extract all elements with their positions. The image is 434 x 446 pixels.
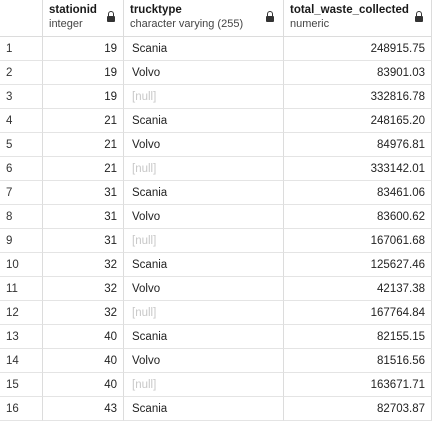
cell-total-waste-collected[interactable]: 83461.06 (284, 181, 432, 205)
cell-total-waste-collected[interactable]: 248165.20 (284, 109, 432, 133)
table-row[interactable]: 14 40 Volvo 81516.56 (0, 349, 434, 373)
cell-stationid[interactable]: 31 (43, 181, 124, 205)
table-row[interactable]: 9 31 [null] 167061.68 (0, 229, 434, 253)
cell-stationid[interactable]: 21 (43, 157, 124, 181)
cell-stationid[interactable]: 32 (43, 277, 124, 301)
column-type: numeric (290, 18, 330, 30)
table-row[interactable]: 4 21 Scania 248165.20 (0, 109, 434, 133)
cell-trucktype[interactable]: Scania (124, 325, 284, 349)
row-number[interactable]: 16 (0, 397, 43, 421)
cell-total-waste-collected[interactable]: 333142.01 (284, 157, 432, 181)
table-row[interactable]: 11 32 Volvo 42137.38 (0, 277, 434, 301)
table-row[interactable]: 5 21 Volvo 84976.81 (0, 133, 434, 157)
column-type: character varying (255) (130, 18, 244, 30)
cell-trucktype[interactable]: Volvo (124, 277, 284, 301)
row-number-header (0, 0, 43, 37)
cell-stationid[interactable]: 40 (43, 373, 124, 397)
cell-total-waste-collected[interactable]: 42137.38 (284, 277, 432, 301)
cell-total-waste-collected[interactable]: 83600.62 (284, 205, 432, 229)
table-row[interactable]: 13 40 Scania 82155.15 (0, 325, 434, 349)
cell-total-waste-collected[interactable]: 167061.68 (284, 229, 432, 253)
table-row[interactable]: 8 31 Volvo 83600.62 (0, 205, 434, 229)
row-number[interactable]: 6 (0, 157, 43, 181)
cell-stationid[interactable]: 21 (43, 109, 124, 133)
cell-total-waste-collected[interactable]: 81516.56 (284, 349, 432, 373)
cell-trucktype[interactable]: Volvo (124, 61, 284, 85)
column-header-total-waste-collected[interactable]: total_waste_collected numeric (284, 0, 432, 37)
cell-trucktype[interactable]: Scania (124, 109, 284, 133)
table-row[interactable]: 15 40 [null] 163671.71 (0, 373, 434, 397)
cell-trucktype[interactable]: Scania (124, 37, 284, 61)
cell-total-waste-collected[interactable]: 83901.03 (284, 61, 432, 85)
table-row[interactable]: 3 19 [null] 332816.78 (0, 85, 434, 109)
row-number[interactable]: 8 (0, 205, 43, 229)
table-row[interactable]: 12 32 [null] 167764.84 (0, 301, 434, 325)
cell-trucktype[interactable]: Scania (124, 397, 284, 421)
cell-trucktype[interactable]: [null] (124, 373, 284, 397)
row-number[interactable]: 2 (0, 61, 43, 85)
cell-total-waste-collected[interactable]: 82155.15 (284, 325, 432, 349)
cell-trucktype[interactable]: [null] (124, 229, 284, 253)
cell-trucktype[interactable]: Volvo (124, 205, 284, 229)
lock-icon (415, 11, 423, 22)
cell-stationid[interactable]: 40 (43, 349, 124, 373)
cell-trucktype[interactable]: [null] (124, 157, 284, 181)
cell-stationid[interactable]: 21 (43, 133, 124, 157)
column-header-stationid[interactable]: stationid integer (43, 0, 124, 37)
cell-stationid[interactable]: 19 (43, 85, 124, 109)
cell-stationid[interactable]: 19 (43, 61, 124, 85)
cell-total-waste-collected[interactable]: 248915.75 (284, 37, 432, 61)
cell-total-waste-collected[interactable]: 167764.84 (284, 301, 432, 325)
row-number[interactable]: 14 (0, 349, 43, 373)
cell-total-waste-collected[interactable]: 125627.46 (284, 253, 432, 277)
cell-stationid[interactable]: 19 (43, 37, 124, 61)
column-type: integer (49, 18, 83, 30)
lock-icon (107, 11, 115, 22)
row-number[interactable]: 10 (0, 253, 43, 277)
row-number[interactable]: 13 (0, 325, 43, 349)
cell-stationid[interactable]: 31 (43, 205, 124, 229)
column-name: stationid (49, 4, 97, 16)
cell-total-waste-collected[interactable]: 82703.87 (284, 397, 432, 421)
table-row[interactable]: 2 19 Volvo 83901.03 (0, 61, 434, 85)
cell-trucktype[interactable]: Volvo (124, 133, 284, 157)
cell-trucktype[interactable]: Scania (124, 181, 284, 205)
table-row[interactable]: 6 21 [null] 333142.01 (0, 157, 434, 181)
cell-trucktype[interactable]: [null] (124, 301, 284, 325)
cell-total-waste-collected[interactable]: 332816.78 (284, 85, 432, 109)
table-row[interactable]: 1 19 Scania 248915.75 (0, 37, 434, 61)
row-number[interactable]: 1 (0, 37, 43, 61)
row-number[interactable]: 5 (0, 133, 43, 157)
row-number[interactable]: 11 (0, 277, 43, 301)
cell-stationid[interactable]: 43 (43, 397, 124, 421)
table-row[interactable]: 16 43 Scania 82703.87 (0, 397, 434, 421)
cell-trucktype[interactable]: Scania (124, 253, 284, 277)
row-number[interactable]: 9 (0, 229, 43, 253)
row-number[interactable]: 4 (0, 109, 43, 133)
lock-icon (266, 11, 274, 22)
cell-total-waste-collected[interactable]: 84976.81 (284, 133, 432, 157)
row-number[interactable]: 3 (0, 85, 43, 109)
column-name: total_waste_collected (290, 4, 409, 16)
cell-total-waste-collected[interactable]: 163671.71 (284, 373, 432, 397)
cell-stationid[interactable]: 31 (43, 229, 124, 253)
row-number[interactable]: 15 (0, 373, 43, 397)
cell-stationid[interactable]: 40 (43, 325, 124, 349)
column-header-trucktype[interactable]: trucktype character varying (255) (124, 0, 284, 37)
row-number[interactable]: 12 (0, 301, 43, 325)
cell-trucktype[interactable]: [null] (124, 85, 284, 109)
table-row[interactable]: 10 32 Scania 125627.46 (0, 253, 434, 277)
cell-trucktype[interactable]: Volvo (124, 349, 284, 373)
row-number[interactable]: 7 (0, 181, 43, 205)
column-name: trucktype (130, 4, 182, 16)
table-row[interactable]: 7 31 Scania 83461.06 (0, 181, 434, 205)
cell-stationid[interactable]: 32 (43, 301, 124, 325)
cell-stationid[interactable]: 32 (43, 253, 124, 277)
